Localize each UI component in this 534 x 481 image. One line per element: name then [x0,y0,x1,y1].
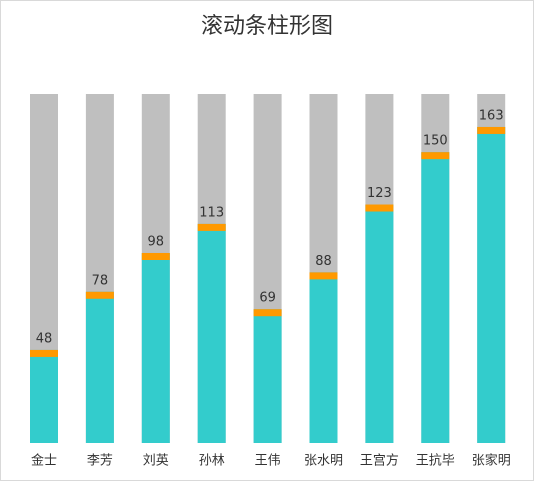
bar-cap [253,309,282,317]
x-tick-label: 孙林 [199,454,225,469]
bar [365,204,394,443]
value-label: 88 [315,254,332,269]
bar [30,349,58,443]
value-label: 98 [148,234,165,249]
value-label: 113 [199,205,224,220]
value-label: 150 [423,134,448,149]
x-tick-label: 金士 [31,453,57,469]
value-label: 163 [479,108,504,123]
x-tick-label: 王伟 [255,454,281,469]
bar-cap [30,349,58,357]
bar [197,223,226,443]
x-tick-label: 王宫方 [360,453,399,469]
value-label: 123 [367,186,392,201]
bar-cap [309,272,338,280]
bar-cap [85,291,114,299]
value-label: 48 [36,331,53,346]
x-tick-label: 张水明 [304,454,343,469]
x-tick-label: 王抗毕 [416,454,455,469]
bar [141,252,170,443]
bar [477,126,506,443]
chart-title: 滚动条柱形图 [201,14,333,39]
x-tick-label: 张家明 [472,453,511,469]
bar [253,309,282,443]
x-tick-label: 刘英 [143,454,169,469]
bar-cap [477,126,506,134]
bar-cap [365,204,394,212]
value-label: 78 [92,273,109,288]
bar-cap [421,152,450,160]
x-tick-label: 李芳 [87,454,113,469]
bar-cap [141,252,170,260]
value-label: 69 [259,291,276,306]
bar [421,152,450,443]
bar [309,272,338,443]
bar-cap [197,223,226,231]
bar [85,291,114,443]
